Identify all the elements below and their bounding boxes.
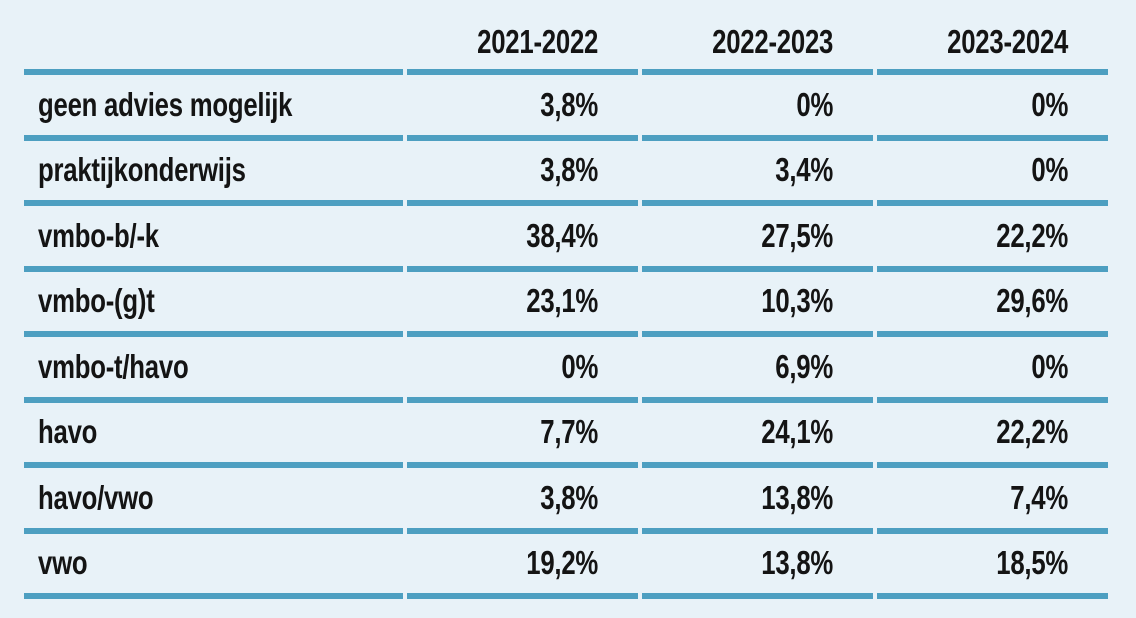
table-row: vmbo-t/havo 0% 6,9% 0% (24, 337, 1108, 403)
value-cell: 10,3% (642, 272, 874, 337)
value-cell: 7,7% (407, 403, 639, 468)
value-cell: 0% (877, 337, 1108, 403)
year-column-header-2022-2023: 2022-2023 (642, 0, 874, 75)
cell-value: 29,6% (996, 282, 1068, 320)
value-cell: 7,4% (877, 468, 1108, 534)
row-label-cell: havo/vwo (24, 468, 404, 534)
row-label-cell: havo (24, 403, 404, 468)
cell-value: 38,4% (526, 216, 599, 254)
table-row: geen advies mogelijk 3,8% 0% 0% (24, 75, 1108, 141)
cell-value: 18,5% (996, 544, 1068, 582)
value-cell: 3,4% (642, 141, 874, 206)
value-cell: 0% (877, 141, 1108, 206)
value-cell: 6,9% (642, 337, 874, 403)
row-label-cell: vmbo-(g)t (24, 272, 404, 337)
value-cell: 38,4% (407, 206, 639, 272)
value-cell: 23,1% (407, 272, 639, 337)
cell-value: 13,8% (761, 544, 834, 582)
value-cell: 29,6% (877, 272, 1108, 337)
cell-value: 13,8% (761, 478, 834, 516)
row-label: havo (38, 413, 98, 451)
year-column-header-2023-2024: 2023-2024 (877, 0, 1108, 75)
table-row: vmbo-b/-k 38,4% 27,5% 22,2% (24, 206, 1108, 272)
row-label: vmbo-(g)t (38, 282, 155, 320)
cell-value: 3,8% (540, 151, 599, 189)
cell-value: 27,5% (761, 216, 834, 254)
value-cell: 24,1% (642, 403, 874, 468)
year-column-header-label: 2021-2022 (477, 23, 599, 60)
value-cell: 22,2% (877, 403, 1108, 468)
value-cell: 3,8% (407, 75, 639, 141)
cell-value: 0% (1031, 151, 1068, 189)
table-row: praktijkonderwijs 3,8% 3,4% 0% (24, 141, 1108, 206)
row-label-cell: praktijkonderwijs (24, 141, 404, 206)
row-label: havo/vwo (38, 478, 154, 516)
value-cell: 22,2% (877, 206, 1108, 272)
value-cell: 27,5% (642, 206, 874, 272)
cell-value: 22,2% (996, 413, 1068, 451)
cell-value: 3,4% (775, 151, 834, 189)
year-column-header-label: 2023-2024 (947, 23, 1068, 60)
cell-value: 0% (1031, 347, 1068, 385)
table-row: vwo 19,2% 13,8% 18,5% (24, 534, 1108, 599)
cell-value: 0% (1031, 85, 1068, 123)
cell-value: 19,2% (526, 544, 599, 582)
value-cell: 0% (407, 337, 639, 403)
cell-value: 7,4% (1010, 478, 1068, 516)
row-label: vwo (38, 544, 88, 582)
table-row: havo/vwo 3,8% 13,8% 7,4% (24, 468, 1108, 534)
value-cell: 13,8% (642, 534, 874, 599)
row-label: geen advies mogelijk (38, 85, 293, 123)
value-cell: 19,2% (407, 534, 639, 599)
value-cell: 0% (642, 75, 874, 141)
row-label: praktijkonderwijs (38, 151, 246, 189)
cell-value: 0% (561, 347, 599, 385)
cell-value: 6,9% (775, 347, 834, 385)
year-column-header-label: 2022-2023 (712, 23, 834, 60)
value-cell: 18,5% (877, 534, 1108, 599)
row-label-cell: geen advies mogelijk (24, 75, 404, 141)
cell-value: 10,3% (761, 282, 834, 320)
cell-value: 7,7% (540, 413, 599, 451)
cell-value: 24,1% (761, 413, 834, 451)
value-cell: 13,8% (642, 468, 874, 534)
cell-value: 3,8% (540, 85, 599, 123)
cell-value: 3,8% (540, 478, 599, 516)
cell-value: 0% (796, 85, 834, 123)
row-label-cell: vwo (24, 534, 404, 599)
row-label-cell: vmbo-t/havo (24, 337, 404, 403)
value-cell: 3,8% (407, 141, 639, 206)
advice-percentages-table-container: 2021-2022 2022-2023 2023-2024 geen advie… (20, 0, 1112, 599)
header-row: 2021-2022 2022-2023 2023-2024 (24, 0, 1108, 75)
row-label: vmbo-b/-k (38, 216, 159, 254)
row-label: vmbo-t/havo (38, 347, 189, 385)
value-cell: 3,8% (407, 468, 639, 534)
year-column-header-2021-2022: 2021-2022 (407, 0, 639, 75)
cell-value: 22,2% (996, 216, 1068, 254)
table-row: vmbo-(g)t 23,1% 10,3% 29,6% (24, 272, 1108, 337)
row-label-cell: vmbo-b/-k (24, 206, 404, 272)
advice-percentages-table: 2021-2022 2022-2023 2023-2024 geen advie… (20, 0, 1112, 599)
row-label-column-header (24, 0, 404, 75)
value-cell: 0% (877, 75, 1108, 141)
table-row: havo 7,7% 24,1% 22,2% (24, 403, 1108, 468)
cell-value: 23,1% (526, 282, 599, 320)
